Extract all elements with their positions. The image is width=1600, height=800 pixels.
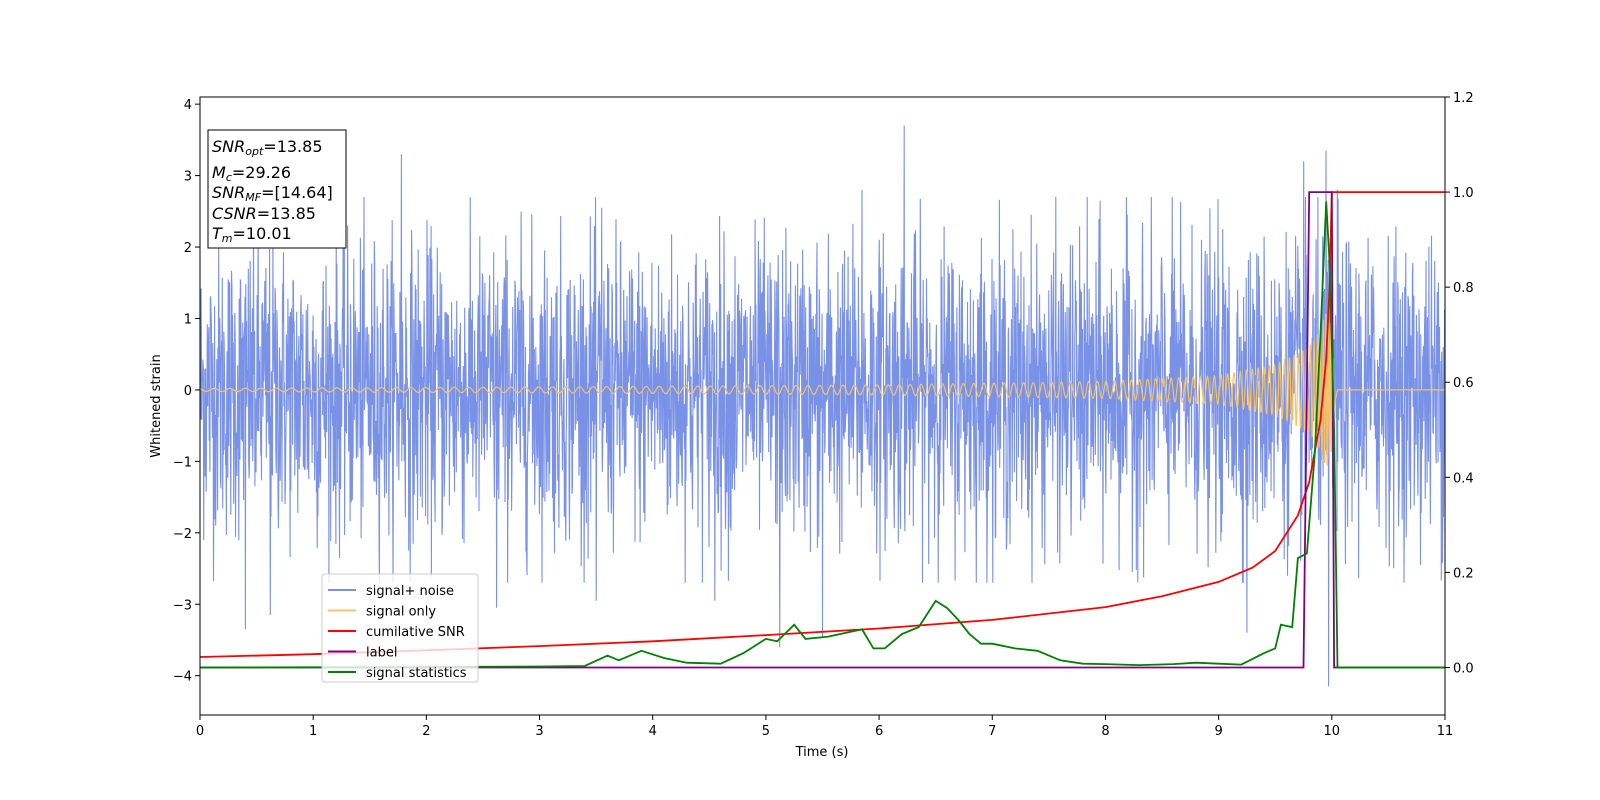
- info-box: SNRopt=13.85 Mc=29.26SNRMF=[14.64]CSNR=13…: [207, 129, 347, 249]
- x-tick-label: 2: [422, 724, 430, 739]
- y-left-tick-label: 2: [184, 241, 192, 256]
- y-left-tick-label: 0: [184, 384, 192, 399]
- x-tick-label: 10: [1324, 724, 1341, 739]
- x-axis: 0 1 2 3 4 5 6 7 8 9 10 11: [196, 715, 1453, 739]
- info-line: CSNR=13.85: [212, 204, 316, 223]
- x-tick-label: 0: [196, 724, 204, 739]
- x-tick-label: 5: [762, 724, 770, 739]
- legend-label-label: label: [366, 646, 397, 661]
- legend: signal+ noise signal only cumilative SNR la…: [321, 573, 479, 683]
- y-left-tick-label: −1: [173, 455, 192, 470]
- y-right-tick-label: 0.8: [1453, 281, 1474, 296]
- x-tick-label: 7: [988, 724, 996, 739]
- legend-signal-only-label: signal only: [366, 605, 436, 620]
- x-axis-label: Time (s): [795, 745, 849, 760]
- info-line: Mc=29.26: [212, 163, 291, 184]
- series-cumulative-snr: [199, 191, 1445, 658]
- y-right-tick-label: 1.0: [1453, 186, 1474, 201]
- legend-signal-statistics-label: signal statistics: [366, 666, 467, 681]
- x-tick-label: 3: [535, 724, 543, 739]
- y-right-tick-label: 0.2: [1453, 566, 1474, 581]
- x-tick-label: 11: [1437, 724, 1454, 739]
- y-right-tick-label: 0.4: [1453, 471, 1474, 486]
- info-line: Tm=10.01: [212, 224, 292, 245]
- y-right-tick-label: 1.2: [1453, 91, 1474, 106]
- y-left-tick-label: 1: [184, 312, 192, 327]
- info-line: SNRMF=[14.64]: [212, 183, 333, 204]
- y-left-tick-label: −3: [173, 598, 192, 613]
- legend-cumulative-snr-label: cumilative SNR: [366, 625, 465, 640]
- series-layer: [199, 125, 1446, 687]
- legend-frame: [321, 573, 479, 683]
- y-left-tick-label: 3: [184, 170, 192, 185]
- y-axis-right: 0.0 0.2 0.4 0.6 0.8 1.0 1.2: [1445, 91, 1474, 676]
- y-left-tick-label: −2: [173, 527, 192, 542]
- y-axis-left: −4 −3 −2 −1 0 1 2 3 4: [173, 98, 200, 685]
- x-tick-label: 4: [649, 724, 657, 739]
- series-signal-statistics: [199, 201, 1445, 669]
- y-left-tick-label: −4: [173, 670, 192, 685]
- y-right-tick-label: 0.0: [1453, 661, 1474, 676]
- x-tick-label: 8: [1101, 724, 1109, 739]
- series-signal-only: [199, 313, 1445, 466]
- info-line: SNRopt=13.85: [212, 137, 323, 158]
- legend-signal-noise-label: signal+ noise: [366, 584, 454, 599]
- x-tick-label: 6: [875, 724, 883, 739]
- plot-frame: [199, 96, 1446, 716]
- y-left-tick-label: 4: [184, 98, 192, 113]
- y-axis-label: Whitened strain: [149, 354, 164, 457]
- y-right-tick-label: 0.6: [1453, 376, 1474, 391]
- x-tick-label: 9: [1214, 724, 1222, 739]
- info-box-frame: [207, 129, 347, 249]
- x-tick-label: 1: [309, 724, 317, 739]
